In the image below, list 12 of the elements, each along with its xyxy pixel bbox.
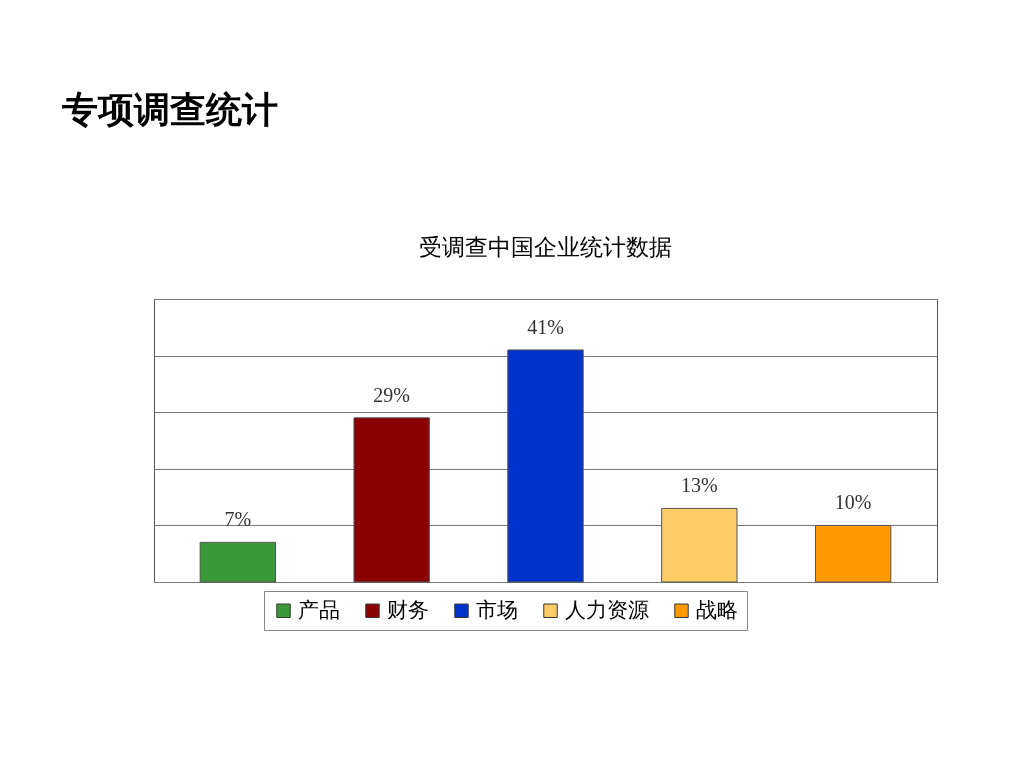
data-label: 7% [224, 508, 252, 531]
data-label: 29% [373, 383, 410, 406]
legend-label: 人力资源 [565, 597, 649, 622]
legend-label: 战略 [696, 597, 738, 622]
data-label: 10% [834, 491, 872, 514]
legend-label: 产品 [298, 597, 340, 622]
data-label: 13% [681, 474, 718, 497]
chart-title: 专项调查统计 [62, 88, 278, 132]
legend-label: 财务 [387, 597, 429, 622]
data-label: 41% [527, 315, 564, 338]
chart-subtitle: 受调查中国企业统计数据 [419, 234, 672, 260]
legend-label: 市场 [476, 597, 518, 622]
